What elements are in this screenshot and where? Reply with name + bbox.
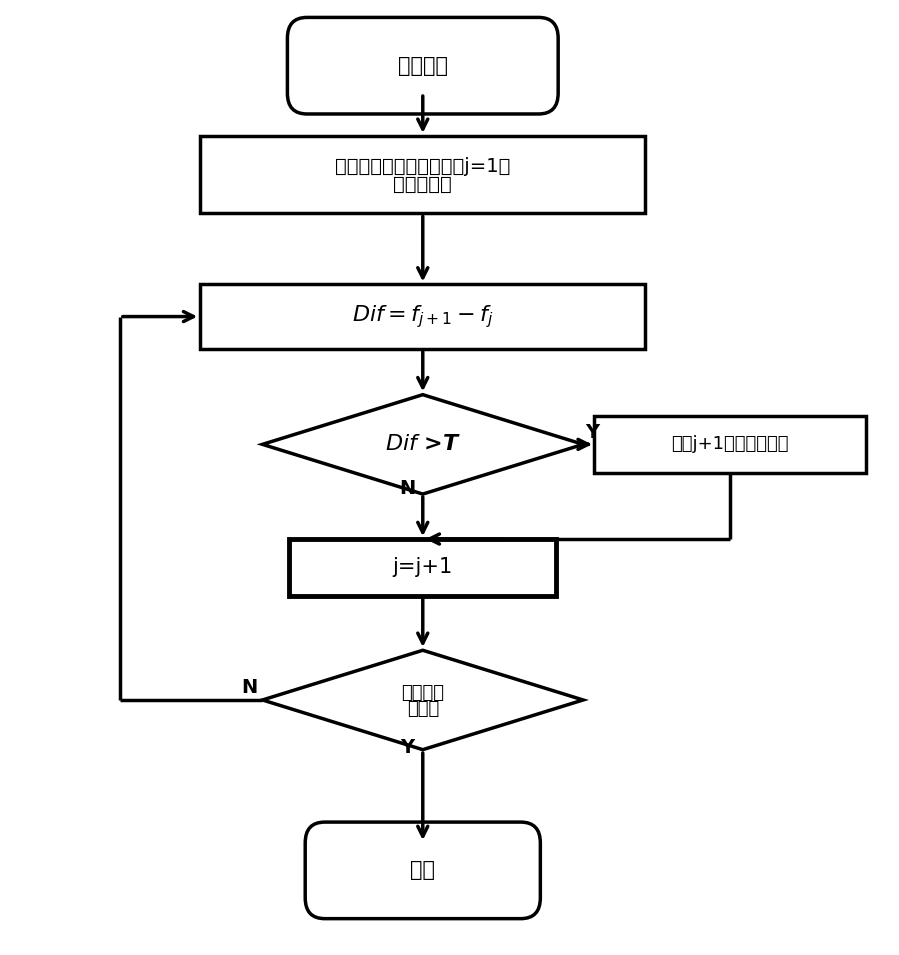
Text: j=j+1: j=j+1	[393, 558, 453, 578]
Text: 后一帧: 后一帧	[406, 700, 439, 718]
Bar	[289, 539, 556, 596]
Text: 加入候选集: 加入候选集	[394, 175, 452, 194]
Text: Y: Y	[401, 738, 414, 756]
Polygon shape	[263, 394, 583, 494]
Text: 将第j+1帧加入候选集: 将第j+1帧加入候选集	[672, 435, 788, 454]
Bar	[594, 416, 866, 473]
Text: N: N	[399, 479, 415, 499]
FancyBboxPatch shape	[306, 822, 540, 919]
FancyBboxPatch shape	[288, 17, 558, 114]
Text: 图像序列: 图像序列	[397, 55, 448, 75]
Text: N: N	[241, 678, 257, 697]
Bar	[200, 136, 645, 213]
Text: 结束: 结束	[410, 860, 435, 881]
Text: 是否为最: 是否为最	[401, 685, 444, 702]
Text: 选取第一帧作为关键帧，j=1，: 选取第一帧作为关键帧，j=1，	[335, 158, 511, 177]
Text: $Dif = f_{j+1} - f_j$: $Dif = f_{j+1} - f_j$	[352, 303, 494, 330]
Text: Y: Y	[585, 422, 599, 441]
Polygon shape	[263, 650, 583, 750]
Bar	[200, 285, 645, 349]
Text: $Dif$ >T: $Dif$ >T	[385, 435, 461, 455]
